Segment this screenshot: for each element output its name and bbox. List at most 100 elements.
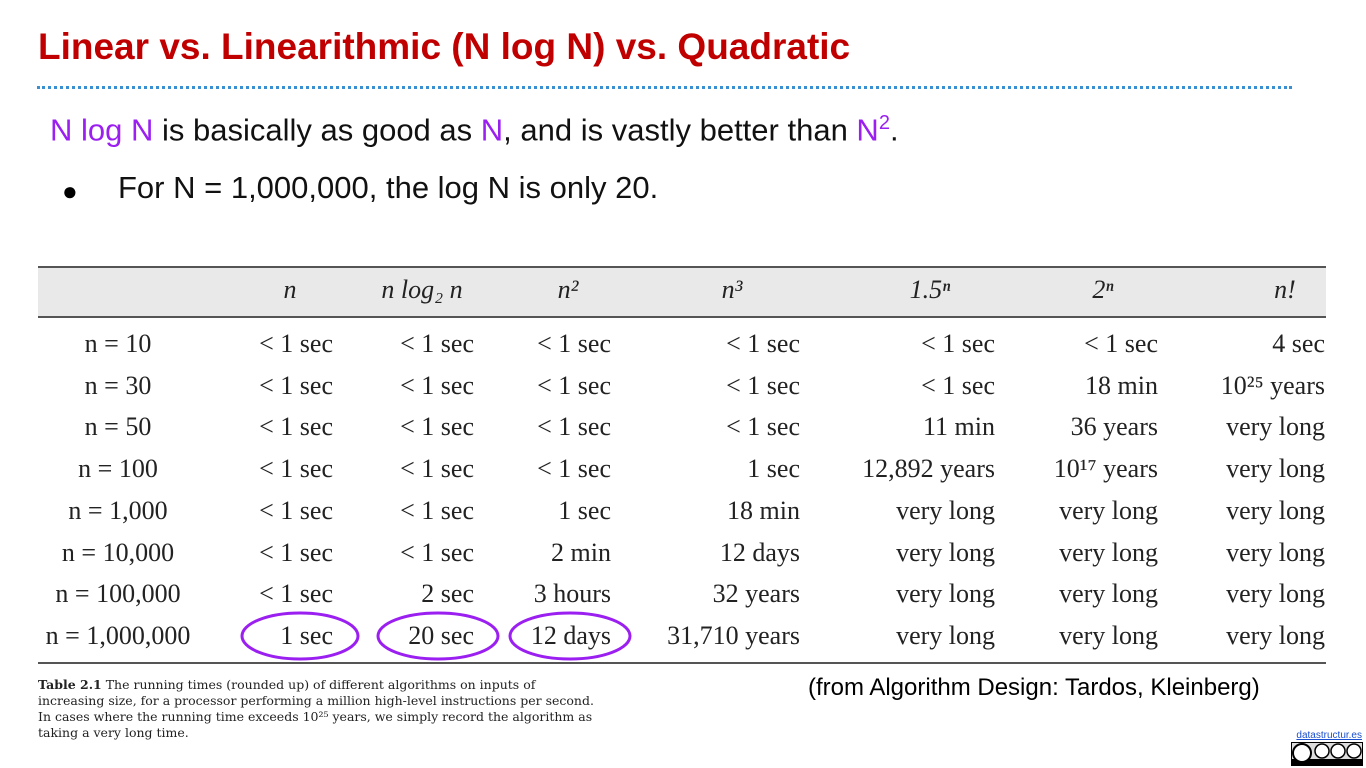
table-cell: 36 years [1070, 412, 1158, 442]
table-cell: < 1 sec [537, 370, 611, 400]
table-cell: < 1 sec [537, 329, 611, 358]
source: (from Algorithm Design: Tardos, Kleinber… [808, 674, 1260, 701]
term: N [480, 112, 504, 148]
table-cell: very long [1059, 495, 1158, 525]
column-header: n [283, 275, 297, 304]
column-header: 1.5ⁿ [909, 275, 951, 304]
table-cell: 10²⁵ years [1220, 370, 1325, 400]
table-cell: very long [1226, 495, 1325, 525]
caption: Table 2.1 The running times (rounded up)… [38, 677, 594, 741]
highlights [240, 611, 632, 661]
table-cell: 3 hours [533, 579, 611, 609]
table-cell: < 1 sec [259, 370, 333, 400]
row-label: n = 100 [78, 454, 158, 484]
text: . [889, 112, 899, 148]
divider [37, 86, 1292, 89]
table-cell: 18 min [1085, 370, 1158, 400]
table-cell: < 1 sec [259, 579, 333, 609]
table-cell: < 1 sec [259, 537, 333, 567]
table-cell: < 1 sec [400, 370, 474, 400]
row-label: n = 100,000 [55, 579, 181, 609]
table-cell: 10¹⁷ years [1053, 454, 1158, 484]
term: N [856, 112, 879, 148]
link[interactable]: datastructur.es [1296, 730, 1362, 741]
table-cell: very long [896, 579, 995, 609]
column-header: n³ [721, 275, 743, 304]
table-cell: < 1 sec [400, 454, 474, 484]
row-label: n = 30 [84, 370, 152, 400]
table-cell: < 1 sec [726, 329, 800, 358]
statement: N log N is basically as good as N, and i… [50, 112, 899, 148]
table-cell: 2 sec [421, 579, 474, 609]
highlight [508, 611, 632, 661]
table-cell: 1 sec [280, 620, 333, 650]
caption-text: The running times (rounded up) of differ… [101, 677, 536, 692]
table-cell: 32 years [712, 579, 800, 609]
column-header: n! [1274, 275, 1296, 304]
table-cell: very long [1226, 537, 1325, 567]
column-header: 2ⁿ [1092, 275, 1114, 304]
table-cell: < 1 sec [400, 329, 474, 358]
table-cell: < 1 sec [400, 412, 474, 442]
highlight [240, 611, 360, 661]
table-cell: < 1 sec [259, 495, 333, 525]
table-cell: < 1 sec [921, 370, 995, 400]
license-badge [1291, 742, 1363, 766]
table-cell: < 1 sec [921, 329, 995, 358]
row-label: n = 10 [84, 329, 152, 358]
table-rule [38, 662, 1326, 664]
table-cell: < 1 sec [726, 370, 800, 400]
caption-text: In cases where the running time exceeds … [38, 709, 593, 724]
table-cell: 11 min [923, 412, 995, 442]
table-cell: 20 sec [408, 620, 474, 650]
table-cell: < 1 sec [726, 412, 800, 442]
table-cell: < 1 sec [259, 412, 333, 442]
text: , and is vastly better than [503, 112, 857, 148]
table-cell: 12,892 years [862, 454, 995, 484]
row-label: n = 1,000 [68, 495, 168, 525]
table-cell: very long [1226, 412, 1325, 442]
table-cell: very long [1059, 537, 1158, 567]
table-cell: 12 days [530, 620, 611, 650]
caption-line: increasing size, for a processor perform… [38, 693, 594, 709]
table-cell: very long [1226, 579, 1325, 609]
table-cell: < 1 sec [259, 454, 333, 484]
highlight [376, 611, 500, 661]
term: N log N [50, 112, 154, 148]
table-cell: very long [1226, 454, 1325, 484]
caption-line: taking a very long time. [38, 725, 594, 741]
table-cell: very long [1226, 620, 1325, 650]
caption-text: increasing size, for a processor perform… [38, 693, 594, 708]
caption-text: taking a very long time. [38, 725, 189, 740]
table-cell: 1 sec [558, 495, 611, 525]
caption-line: Table 2.1 The running times (rounded up)… [38, 677, 594, 693]
slide-title: Linear vs. Linearithmic (N log N) vs. Qu… [38, 26, 851, 67]
table-header [38, 266, 1326, 318]
table-cell: < 1 sec [400, 537, 474, 567]
column-header: n² [557, 275, 579, 304]
table-cell: < 1 sec [537, 454, 611, 484]
row-label: n = 1,000,000 [45, 620, 191, 650]
table-cell: 2 min [551, 537, 611, 567]
table-cell: < 1 sec [537, 412, 611, 442]
table-cell: 1 sec [747, 454, 800, 484]
table-cell: < 1 sec [400, 495, 474, 525]
table: n n log₂ n n² n³ 1.5ⁿ 2ⁿ n! n = 10 < 1 sec < 1 se… [38, 266, 1326, 664]
exponent: 2 [878, 112, 890, 134]
row-label: n = 50 [84, 412, 152, 442]
column-header: n log₂ n [381, 275, 463, 304]
text: is basically as good as [153, 112, 481, 148]
table-cell: very long [896, 495, 995, 525]
table-cell: very long [1059, 620, 1158, 650]
table-cell: very long [896, 620, 995, 650]
table-cell: very long [1059, 579, 1158, 609]
table-cell: 18 min [727, 495, 800, 525]
caption-line: In cases where the running time exceeds … [38, 709, 594, 725]
bullet: For N = 1,000,000, the log N is only 20. [118, 170, 659, 205]
table-cell: very long [896, 537, 995, 567]
table-cell: < 1 sec [1084, 329, 1158, 358]
bullet-dot: ● [62, 176, 78, 206]
caption-label: Table 2.1 [38, 677, 102, 692]
row-label: n = 10,000 [61, 537, 175, 567]
